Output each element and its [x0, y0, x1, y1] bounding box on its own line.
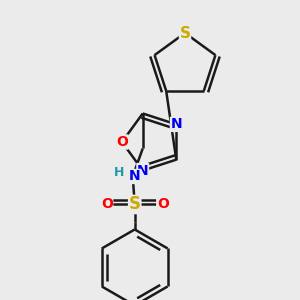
Text: O: O: [101, 197, 113, 212]
Text: H: H: [113, 166, 124, 179]
Text: O: O: [116, 135, 128, 149]
Text: N: N: [170, 117, 182, 131]
Text: O: O: [157, 197, 169, 212]
Text: S: S: [179, 26, 191, 40]
Text: N: N: [129, 169, 140, 184]
Text: S: S: [129, 196, 141, 214]
Text: N: N: [137, 164, 148, 178]
